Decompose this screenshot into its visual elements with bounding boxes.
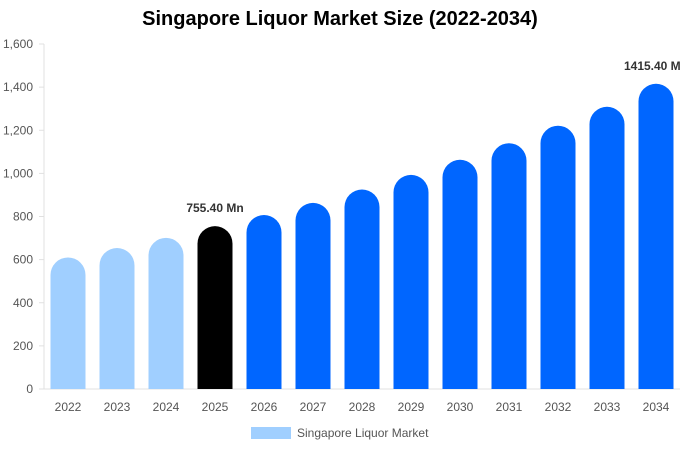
y-tick-label: 1,400 bbox=[3, 80, 33, 94]
x-tick-label: 2028 bbox=[349, 400, 376, 414]
x-tick-label: 2022 bbox=[55, 400, 82, 414]
bar-2025[interactable] bbox=[197, 226, 233, 389]
y-tick-label: 1,600 bbox=[3, 37, 33, 51]
x-tick-label: 2032 bbox=[545, 400, 572, 414]
y-tick-label: 1,000 bbox=[3, 166, 33, 180]
bar-2024[interactable] bbox=[148, 237, 184, 389]
bar-2026[interactable] bbox=[246, 214, 282, 389]
x-tick-label: 2031 bbox=[496, 400, 523, 414]
y-tick-label: 800 bbox=[13, 210, 33, 224]
bars bbox=[50, 83, 674, 389]
x-tick-label: 2034 bbox=[643, 400, 670, 414]
x-tick-label: 2025 bbox=[202, 400, 229, 414]
bar-2022[interactable] bbox=[50, 257, 86, 389]
bar-2032[interactable] bbox=[540, 125, 576, 389]
bar-2033[interactable] bbox=[589, 106, 625, 389]
y-tick-label: 200 bbox=[13, 339, 33, 353]
y-axis: 0 200 400 600 800 1,000 1,200 1,400 1,600 bbox=[3, 37, 45, 396]
y-tick-label: 400 bbox=[13, 296, 33, 310]
legend[interactable]: Singapore Liquor Market bbox=[251, 426, 428, 440]
data-labels: 755.40 Mn 1415.40 Mn bbox=[186, 59, 680, 215]
y-tick-label: 0 bbox=[26, 382, 33, 396]
y-tick-label: 1,200 bbox=[3, 123, 33, 137]
x-tick-label: 2030 bbox=[447, 400, 474, 414]
chart-title: Singapore Liquor Market Size (2022-2034) bbox=[142, 8, 538, 30]
legend-label: Singapore Liquor Market bbox=[297, 426, 429, 440]
x-axis: 2022 2023 2024 2025 2026 2027 2028 2029 2030 2031… bbox=[44, 388, 680, 414]
x-tick-label: 2023 bbox=[104, 400, 131, 414]
x-tick-label: 2027 bbox=[300, 400, 327, 414]
bar-2023[interactable] bbox=[99, 247, 135, 389]
data-label-2034: 1415.40 Mn bbox=[624, 59, 680, 73]
data-label-2025: 755.40 Mn bbox=[186, 201, 243, 215]
bar-2027[interactable] bbox=[295, 202, 331, 389]
legend-swatch bbox=[251, 427, 291, 439]
y-tick-label: 600 bbox=[13, 253, 33, 267]
x-tick-label: 2024 bbox=[153, 400, 180, 414]
x-tick-label: 2033 bbox=[594, 400, 621, 414]
x-tick-label: 2029 bbox=[398, 400, 425, 414]
bar-2030[interactable] bbox=[442, 159, 478, 389]
bar-2034[interactable] bbox=[638, 83, 674, 389]
bar-2031[interactable] bbox=[491, 143, 527, 389]
bar-2028[interactable] bbox=[344, 189, 380, 389]
x-tick-label: 2026 bbox=[251, 400, 278, 414]
bar-2029[interactable] bbox=[393, 174, 429, 389]
